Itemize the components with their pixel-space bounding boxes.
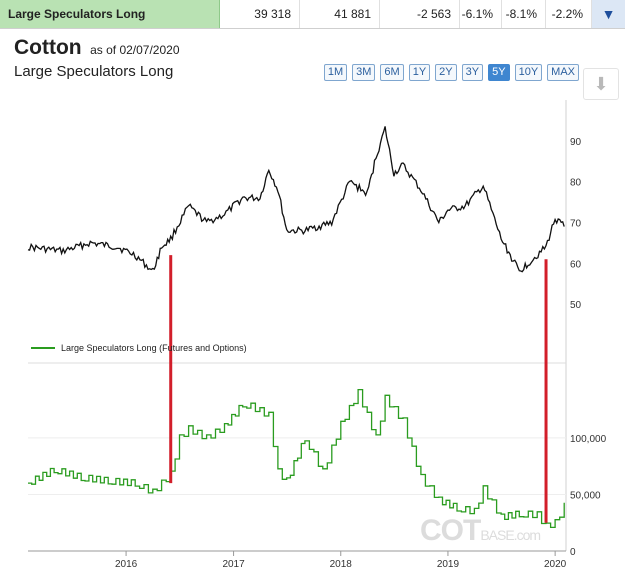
legend-label: Large Speculators Long (Futures and Opti… (61, 343, 247, 353)
range-selector: 1M 3M 6M 1Y 2Y 3Y 5Y 10Y MAX (323, 64, 579, 81)
as-of-date: as of 02/07/2020 (90, 43, 180, 57)
range-button-1y[interactable]: 1Y (408, 64, 431, 81)
watermark-logo: COTBASE.com (420, 514, 541, 547)
summary-pct-1: -6.1% (460, 0, 502, 28)
price-tick-label: 90 (570, 137, 582, 148)
chart-subtitle: Large Speculators Long (14, 63, 174, 80)
position-tick-label: 50,000 (570, 490, 601, 501)
summary-current-value: 39 318 (220, 0, 300, 28)
positions-series-line (28, 388, 565, 529)
summary-label: Large Speculators Long (0, 0, 220, 28)
range-button-2y[interactable]: 2Y (435, 64, 457, 81)
legend: Large Speculators Long (Futures and Opti… (31, 343, 247, 353)
summary-pct-2: -8.1% (502, 0, 546, 28)
range-button-max[interactable]: MAX (547, 64, 579, 81)
x-tick-label: 2020 (544, 559, 567, 570)
chevron-down-icon[interactable]: ▼ (592, 0, 625, 28)
summary-change: -2 563 (380, 0, 460, 28)
range-button-5y[interactable]: 5Y (488, 64, 510, 81)
position-tick-label: 100,000 (570, 434, 607, 445)
price-tick-label: 80 (570, 178, 582, 189)
summary-previous-value: 41 881 (300, 0, 380, 28)
price-tick-label: 50 (570, 300, 582, 311)
legend-swatch (31, 347, 55, 349)
range-button-3y[interactable]: 3Y (461, 64, 484, 81)
page-title: Cotton as of 02/07/2020 (14, 36, 180, 60)
price-tick-label: 70 (570, 219, 582, 230)
price-series-line (27, 126, 565, 273)
range-button-1m[interactable]: 1M (323, 64, 348, 81)
price-tick-label: 60 (570, 259, 582, 270)
commodity-name: Cotton (14, 36, 82, 59)
summary-bar: Large Speculators Long 39 318 41 881 -2 … (0, 0, 625, 29)
summary-pct-3: -2.2% (546, 0, 592, 28)
range-button-3m[interactable]: 3M (352, 64, 376, 81)
range-button-6m[interactable]: 6M (380, 64, 404, 81)
x-tick-label: 2018 (330, 559, 353, 570)
download-icon[interactable]: ⬇ (583, 68, 619, 100)
range-button-10y[interactable]: 10Y (514, 64, 543, 81)
position-tick-label: 0 (570, 547, 576, 558)
x-tick-label: 2016 (115, 559, 138, 570)
x-tick-label: 2017 (222, 559, 245, 570)
x-tick-label: 2019 (437, 559, 460, 570)
